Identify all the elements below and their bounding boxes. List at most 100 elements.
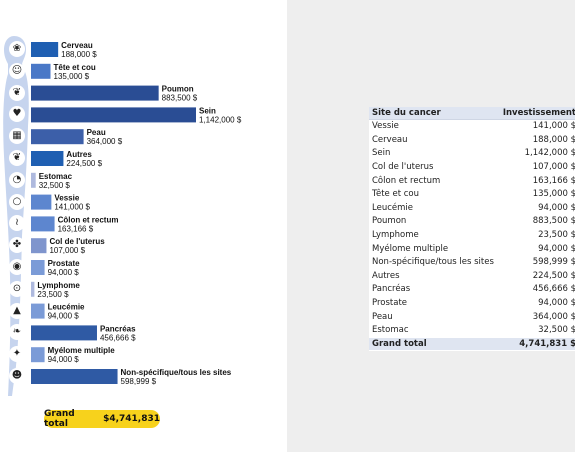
bar-value-label: 883,500 $ [162,94,198,103]
table-row: Myélome multiple 94,000 $ [369,241,575,256]
grand-total-badge: Grand total $4,741,831 [44,409,160,429]
table-row: Non-spécifique/tous les sites 598,999 $ [369,255,575,270]
bar-value-label: 1,142,000 $ [199,115,242,124]
table-cell-investment: 94,000 $ [498,296,575,311]
table-cell-site: Sein [369,146,499,161]
lymph-icon: ⊙ [9,280,25,297]
table-cell-investment: 32,500 $ [498,323,575,338]
bar-category-label: Autres [66,150,92,159]
table-cell-investment: 598,999 $ [498,255,575,270]
table-row: Lymphome 23,500 $ [369,228,575,243]
bar-category-label: Peau [87,128,106,137]
bar-category-label: Non-spécifique/tous les sites [121,368,232,377]
table-cell-site: Non-spécifique/tous les sites [369,255,499,270]
bar-1 [31,63,51,79]
bar-value-label: 598,999 $ [121,377,157,386]
bar-10 [31,260,45,275]
bar-6 [31,172,36,188]
bar-4 [31,129,84,145]
bar-category-label: Estomac [39,172,73,181]
bar-category-label: Tête et cou [54,63,96,72]
table-cell-site: Lymphome [369,228,499,243]
table-cell-site: Côlon et rectum [369,173,499,188]
table-row: Peau 364,000 $ [369,309,575,324]
column-header-site: Site du cancer [369,107,499,120]
table-row: Prostate 94,000 $ [369,296,575,311]
bar-value-label: 188,000 $ [61,50,97,59]
bar-category-label: Côlon et rectum [58,215,119,224]
table-row: Estomac 32,500 $ [369,323,575,338]
bar-value-label: 94,000 $ [48,355,80,364]
investment-table-wrap: Site du cancer Investissement Vessie 141,… [369,107,575,352]
blood-drop-icon: ▲ [9,302,25,319]
bar-category-label: Myélome multiple [48,346,116,355]
table-cell-site: Col de l'uterus [369,160,499,175]
bar-0 [31,42,59,57]
table-cell-site: Vessie [369,119,499,134]
table-row: Tête et cou 135,000 $ [369,187,575,202]
skin-icon: ▦ [9,128,25,145]
bar-value-label: 141,000 $ [54,203,90,212]
table-row: Vessie 141,000 $ [369,119,575,134]
table-total-row: Grand total 4,741,831 $ [369,337,575,352]
bone-icon: ✦ [9,346,25,363]
table-cell-site: Cerveau [369,133,499,148]
bar-category-label: Pancréas [100,324,136,333]
total-value-cell: 4,741,831 $ [498,337,575,352]
stomach-icon: ◔ [9,171,25,188]
table-header-row: Site du cancer Investissement [369,107,575,120]
bar-5 [31,151,64,166]
bar-category-label: Leucémie [48,303,85,312]
table-row: Autres 224,500 $ [369,269,575,284]
colon-icon: ≀ [9,215,25,232]
table-cell-investment: 188,000 $ [498,133,575,148]
table-row: Poumon 883,500 $ [369,214,575,229]
bar-8 [31,216,55,232]
bar-value-label: 135,000 $ [54,72,90,81]
grand-total-value: $4,741,831 [103,414,160,424]
table-row: Sein 1,142,000 $ [369,146,575,161]
table-cell-investment: 141,000 $ [498,119,575,134]
bar-category-label: Cerveau [61,41,93,50]
table-row: Cerveau 188,000 $ [369,133,575,148]
bar-value-label: 32,500 $ [39,181,71,190]
bar-category-label: Prostate [48,259,81,268]
table-cell-investment: 163,166 $ [498,173,575,188]
investment-table: Site du cancer Investissement Vessie 141,… [369,107,575,352]
table-cell-investment: 224,500 $ [498,269,575,284]
bar-2 [31,85,159,101]
table-row: Côlon et rectum 163,166 $ [369,173,575,188]
bar-14 [31,347,45,363]
table-cell-site: Estomac [369,323,499,338]
table-row: Leucémie 94,000 $ [369,201,575,216]
table-cell-investment: 94,000 $ [498,241,575,256]
table-cell-site: Prostate [369,296,499,311]
table-cell-site: Poumon [369,214,499,229]
bar-7 [31,194,52,210]
table-cell-investment: 456,666 $ [498,282,575,297]
grand-total-label: Grand total [44,409,75,429]
table-cell-site: Leucémie [369,201,499,216]
bar-13 [31,325,97,341]
lungs-icon: ❦ [9,84,25,101]
total-label-cell: Grand total [369,337,499,352]
bar-value-label: 364,000 $ [87,137,123,146]
bar-category-label: Vessie [54,194,79,203]
bar-category-label: Sein [199,106,216,115]
ribbon-icon: ❦ [9,150,25,166]
bar-11 [31,281,35,297]
bar-value-label: 23,500 $ [37,290,69,299]
bar-value-label: 456,666 $ [100,333,136,342]
breast-icon: ♥ [9,106,25,123]
table-body: Vessie 141,000 $ Cerveau 188,000 $ Sein 1,142… [369,119,575,338]
column-header-investment: Investissement [498,107,575,120]
bar-3 [31,107,196,123]
bar-value-label: 94,000 $ [48,268,80,277]
bar-9 [31,238,47,254]
table-cell-investment: 23,500 $ [498,228,575,243]
bar-value-label: 94,000 $ [48,312,80,321]
brain-icon: ❀ [9,41,25,57]
table-cell-investment: 107,000 $ [498,160,575,175]
chart-panel: Cerveau 188,000 $ Tête et cou 135,000 $ Poum… [0,0,287,452]
